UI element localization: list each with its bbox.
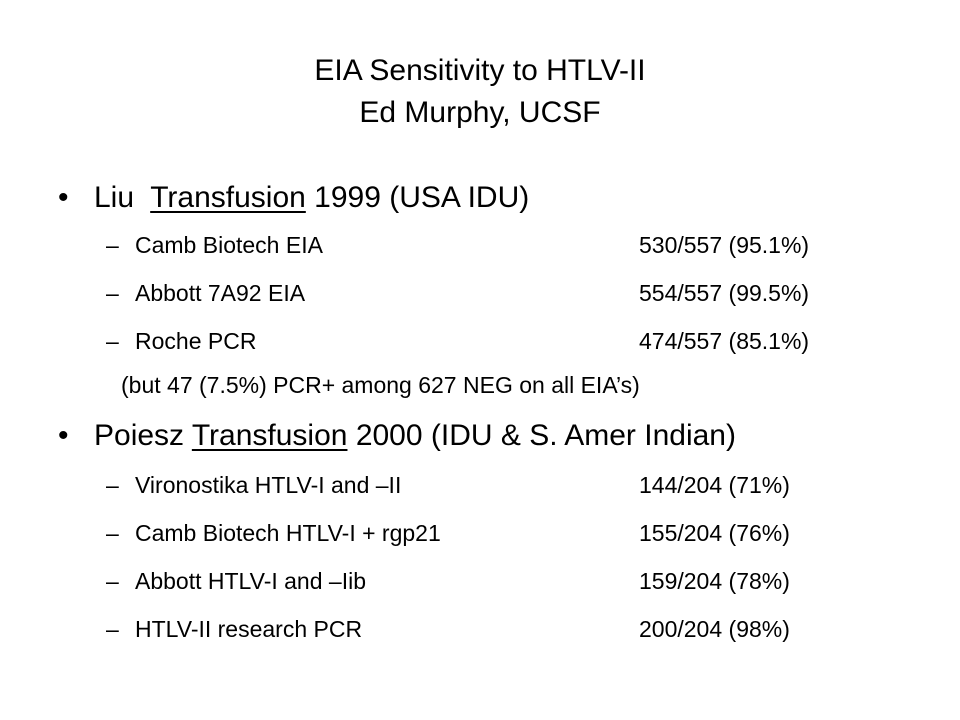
bullet-author: Liu [94, 181, 135, 214]
sub-item: – Camb Biotech EIA 530/557 (95.1%) [106, 230, 809, 260]
sub-item: – HTLV-II research PCR 200/204 (98%) [106, 614, 790, 644]
sub-item: – Vironostika HTLV-I and –II 144/204 (71%) [106, 470, 790, 500]
sub-item-value: 144/204 (71%) [639, 472, 790, 498]
sub-item-value: 554/557 (99.5%) [639, 280, 810, 306]
sub-item: – Abbott 7A92 EIA 554/557 (99.5%) [106, 278, 809, 308]
bullet-icon: • [58, 419, 69, 452]
sub-item-label: Vironostika HTLV-I and –II [135, 472, 402, 498]
sub-item: – Roche PCR 474/557 (85.1%) [106, 326, 809, 356]
slide-title: EIA Sensitivity to HTLV-II Ed Murphy, UC… [0, 50, 960, 134]
bullet-journal: Transfusion [191, 419, 348, 452]
bullet-poiesz: • Poiesz Transfusion 2000 (IDU & S. Amer … [58, 418, 736, 454]
bullet-icon: • [58, 181, 69, 214]
sub-item-value: 474/557 (85.1%) [639, 328, 810, 354]
dash-icon: – [106, 232, 119, 258]
bullet-author: Poiesz [94, 419, 185, 452]
sub-item: – Abbott HTLV-I and –Iib 159/204 (78%) [106, 566, 790, 596]
sub-item-label: Camb Biotech HTLV-I + rgp21 [135, 520, 441, 546]
sub-item-label: Abbott HTLV-I and –Iib [135, 568, 366, 594]
sub-item-label: Abbott 7A92 EIA [135, 280, 306, 306]
bullet-detail: 2000 (IDU & S. Amer Indian) [355, 419, 736, 452]
sub-item-value: 200/204 (98%) [639, 616, 790, 642]
sub-note: (but 47 (7.5%) PCR+ among 627 NEG on all… [121, 372, 640, 398]
title-line-1: EIA Sensitivity to HTLV-II [314, 54, 646, 87]
title-line-2: Ed Murphy, UCSF [359, 96, 601, 129]
sub-item-label: Camb Biotech EIA [135, 232, 323, 258]
dash-icon: – [106, 616, 119, 642]
dash-icon: – [106, 328, 119, 354]
sub-item-label: Roche PCR [135, 328, 257, 354]
sub-item-value: 155/204 (76%) [639, 520, 790, 546]
sub-item-label: HTLV-II research PCR [135, 616, 363, 642]
dash-icon: – [106, 568, 119, 594]
sub-item: – Camb Biotech HTLV-I + rgp21 155/204 (76%… [106, 518, 790, 548]
bullet-journal: Transfusion [150, 181, 306, 214]
bullet-detail: 1999 (USA IDU) [314, 181, 530, 214]
dash-icon: – [106, 472, 119, 498]
dash-icon: – [106, 280, 119, 306]
sub-item-value: 530/557 (95.1%) [639, 232, 810, 258]
sub-item-value: 159/204 (78%) [639, 568, 790, 594]
dash-icon: – [106, 520, 119, 546]
bullet-liu: • Liu Transfusion 1999 (USA IDU) [58, 180, 529, 216]
